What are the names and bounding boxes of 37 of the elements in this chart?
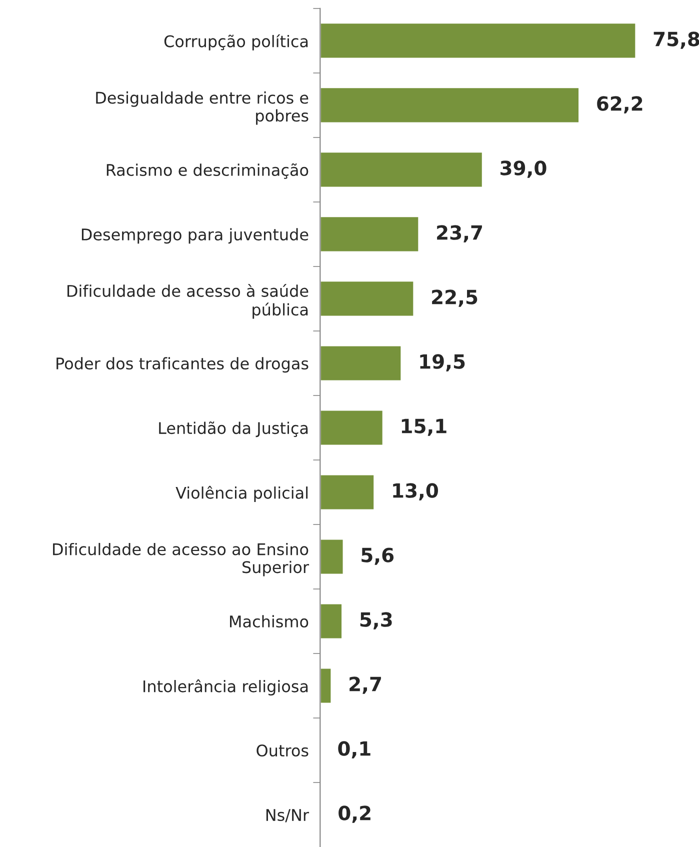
y-tick-label: Dificuldade de acesso ao Ensino Superior <box>53 542 310 576</box>
y-tick-label: Desigualdade entre ricos e pobres <box>96 91 308 125</box>
y-tick-label: Intolerância religiosa <box>144 679 308 696</box>
bar <box>320 409 384 446</box>
bar <box>320 216 420 253</box>
data-label: 22,5 <box>432 290 478 307</box>
data-label: 19,5 <box>420 354 465 372</box>
data-label: 75,8 <box>654 32 699 49</box>
bar <box>320 474 375 511</box>
y-tick-label: Outros <box>256 744 308 757</box>
data-label: 0,2 <box>338 806 370 823</box>
bar <box>320 602 343 640</box>
data-label: 0,1 <box>338 741 370 758</box>
y-tick-label: Racismo e descriminação <box>106 163 308 179</box>
y-tick-label: Violência policial <box>176 486 308 502</box>
y-tick-label: Corrupção política <box>164 34 308 50</box>
y-tick-label: Dificuldade de acesso à saúde pública <box>67 284 308 319</box>
bar <box>320 22 637 60</box>
bar <box>320 151 484 188</box>
bar <box>320 667 332 704</box>
y-tick-label: Machismo <box>230 615 308 628</box>
data-label: 5,6 <box>362 548 394 565</box>
data-label: 2,7 <box>350 676 381 694</box>
data-label: 5,3 <box>360 612 392 630</box>
data-label: 62,2 <box>597 96 642 114</box>
data-label: 23,7 <box>437 225 482 242</box>
y-tick-label: Poder dos traficantes de drogas <box>56 357 308 373</box>
data-label: 15,1 <box>402 418 446 436</box>
y-tick-label: Lentidão da Justiça <box>159 421 308 438</box>
bar <box>320 344 402 382</box>
y-tick-label: Desemprego para juventude <box>82 228 308 244</box>
data-label: 13,0 <box>393 483 438 500</box>
y-tick-label: Ns/Nr <box>266 809 310 822</box>
data-label: 39,0 <box>500 160 546 178</box>
bar <box>320 86 580 124</box>
bar <box>320 280 415 318</box>
bar <box>320 538 344 576</box>
